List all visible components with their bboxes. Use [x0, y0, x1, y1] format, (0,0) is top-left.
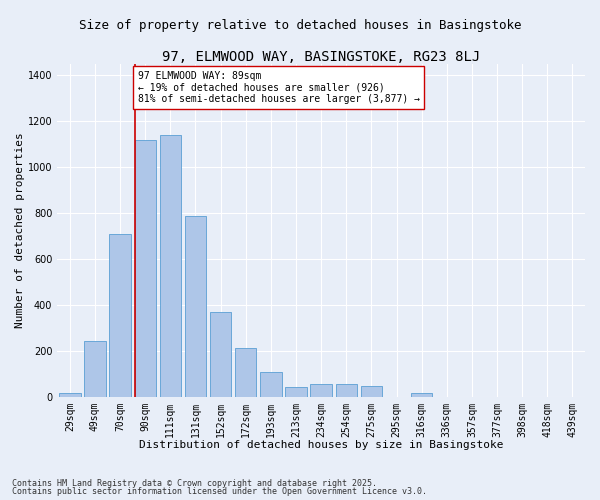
Text: Size of property relative to detached houses in Basingstoke: Size of property relative to detached ho…	[79, 20, 521, 32]
Text: Contains public sector information licensed under the Open Government Licence v3: Contains public sector information licen…	[12, 487, 427, 496]
Text: Contains HM Land Registry data © Crown copyright and database right 2025.: Contains HM Land Registry data © Crown c…	[12, 478, 377, 488]
Bar	[185, 216, 206, 397]
Bar	[310, 384, 332, 397]
Bar	[109, 234, 131, 397]
Bar	[411, 392, 433, 397]
Bar	[361, 386, 382, 397]
Bar	[260, 372, 281, 397]
Bar	[84, 341, 106, 397]
Bar	[134, 140, 156, 397]
Text: 97 ELMWOOD WAY: 89sqm
← 19% of detached houses are smaller (926)
81% of semi-det: 97 ELMWOOD WAY: 89sqm ← 19% of detached …	[137, 71, 419, 104]
Bar	[286, 387, 307, 397]
Y-axis label: Number of detached properties: Number of detached properties	[15, 132, 25, 328]
Bar	[235, 348, 256, 397]
Bar	[160, 135, 181, 397]
Bar	[210, 312, 231, 397]
Bar	[335, 384, 357, 397]
Title: 97, ELMWOOD WAY, BASINGSTOKE, RG23 8LJ: 97, ELMWOOD WAY, BASINGSTOKE, RG23 8LJ	[162, 50, 480, 64]
Bar	[59, 392, 80, 397]
X-axis label: Distribution of detached houses by size in Basingstoke: Distribution of detached houses by size …	[139, 440, 503, 450]
